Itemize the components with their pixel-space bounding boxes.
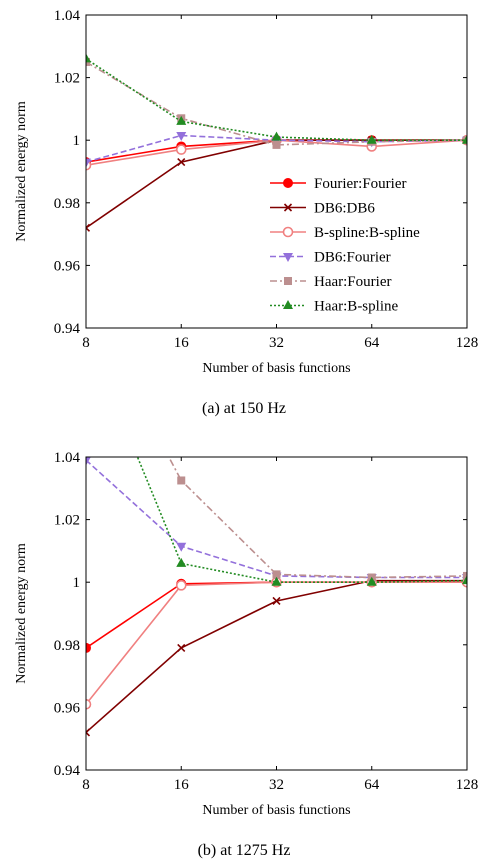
x-tick-label: 16 (174, 777, 190, 793)
data-point-db6-db6 (86, 223, 91, 232)
legend-entry: Fourier:Fourier (270, 176, 406, 192)
y-tick-label: 0.96 (54, 700, 81, 716)
series-db6-fourier (86, 457, 467, 584)
legend-entry: Haar:Fourier (270, 274, 391, 290)
legend-label: B-spline:B-spline (314, 225, 420, 241)
grid-ticks-b: 8 16 32 64 128 0.94 0.96 0.98 1 1.02 1.04 (54, 450, 479, 793)
y-tick-label: 0.94 (54, 763, 81, 779)
grid-ticks-a: 8 16 32 64 128 0.94 0.96 0.98 1 1.02 1.04 (54, 8, 479, 351)
data-point-haar-b-spline (86, 53, 91, 63)
legend-entry: DB6:DB6 (270, 201, 375, 217)
chart-panel-a: 8 16 32 64 128 0.94 0.96 0.98 1 1.02 1.04 Number o… (14, 8, 478, 417)
data-point-db6-fourier (86, 457, 91, 466)
legend-label: Haar:Fourier (314, 274, 391, 290)
x-tick-label: 128 (456, 335, 479, 351)
legend-label: Haar:B-spline (314, 299, 398, 315)
legend-marker (284, 277, 292, 285)
data-point-db6-fourier (176, 132, 187, 142)
y-axis-label-b: Normalized energy norm (14, 543, 29, 684)
data-point-b-spline-b-spline (175, 580, 187, 591)
legend-entry: B-spline:B-spline (270, 225, 420, 241)
data-point-haar-b-spline (176, 115, 187, 125)
y-tick-label: 0.98 (54, 196, 80, 212)
caption-a: (a) at 150 Hz (202, 400, 286, 417)
series-line-db6-fourier (86, 459, 467, 579)
x-tick-label: 128 (456, 777, 479, 793)
data-point-haar-b-spline (462, 575, 467, 585)
series-line-db6-db6 (86, 579, 467, 734)
data-point-b-spline-b-spline (175, 144, 187, 155)
legend-a: Fourier:Fourier DB6:DB6 B-spline:B-spline D… (262, 170, 460, 320)
data-point-db6-db6 (177, 158, 186, 167)
data-point-db6-fourier (86, 158, 91, 168)
axes-frame-a (85, 14, 468, 329)
y-tick-label: 1 (73, 575, 81, 591)
data-point-db6-db6 (86, 728, 91, 737)
legend-marker (282, 226, 294, 238)
x-tick-label: 32 (269, 335, 284, 351)
data-point-b-spline-b-spline (86, 698, 92, 710)
x-tick-label: 32 (269, 777, 284, 793)
axes-frame-b (85, 456, 468, 771)
y-tick-label: 0.96 (54, 258, 81, 274)
y-tick-label: 1.02 (54, 71, 80, 87)
plot-area-b (86, 457, 467, 737)
data-point-haar-b-spline (462, 134, 467, 144)
x-axis-label-a: Number of basis functions (202, 361, 350, 376)
data-point-fourier-fourier (86, 642, 91, 653)
data-point-haar-fourier (177, 476, 186, 485)
legend-marker (283, 300, 293, 309)
x-tick-label: 8 (82, 335, 90, 351)
series-line-haar-fourier (86, 61, 467, 146)
series-b-spline-b-spline (86, 576, 467, 710)
legend-marker (283, 203, 293, 212)
data-point-db6-db6 (177, 643, 186, 652)
y-tick-label: 1.02 (54, 513, 80, 529)
data-point-db6-fourier (176, 542, 187, 552)
series-haar-b-spline (86, 53, 467, 144)
data-point-haar-b-spline (366, 134, 377, 144)
legend-entry: Haar:B-spline (270, 299, 398, 315)
data-point-db6-db6 (272, 596, 281, 606)
x-tick-label: 8 (82, 777, 90, 793)
data-point-haar-b-spline (366, 576, 377, 586)
legend-box (262, 170, 460, 320)
y-tick-label: 0.94 (54, 321, 81, 337)
y-tick-label: 0.98 (54, 638, 80, 654)
y-axis-label-a: Normalized energy norm (14, 101, 29, 242)
legend-label: Fourier:Fourier (314, 176, 406, 192)
legend-marker (283, 178, 293, 188)
legend-label: DB6:Fourier (314, 250, 391, 266)
x-tick-label: 16 (174, 335, 190, 351)
series-fourier-fourier (86, 577, 467, 653)
x-tick-label: 64 (364, 335, 380, 351)
data-point-haar-b-spline (271, 131, 282, 141)
caption-b: (b) at 1275 Hz (198, 842, 291, 859)
data-point-haar-fourier (272, 570, 281, 579)
legend-entry: DB6:Fourier (270, 250, 391, 266)
y-tick-label: 1.04 (54, 8, 81, 24)
data-point-haar-b-spline (271, 576, 282, 586)
y-tick-label: 1.04 (54, 450, 81, 466)
series-db6-db6 (86, 576, 467, 737)
series-haar-b-spline (136, 457, 467, 586)
data-point-haar-b-spline (176, 557, 187, 567)
plot-area-a (86, 53, 467, 232)
series-line-fourier-fourier (86, 581, 467, 649)
data-point-haar-fourier (463, 571, 467, 580)
x-axis-label-b: Number of basis functions (202, 803, 350, 818)
series-line-haar-b-spline (86, 58, 467, 141)
legend-label: DB6:DB6 (314, 201, 375, 217)
chart-panel-b: 8 16 32 64 128 0.94 0.96 0.98 1 1.02 1.04 Number o… (14, 450, 479, 859)
data-point-haar-fourier (272, 140, 281, 149)
x-tick-label: 64 (364, 777, 380, 793)
legend-marker (283, 253, 293, 262)
y-tick-label: 1 (73, 133, 81, 149)
